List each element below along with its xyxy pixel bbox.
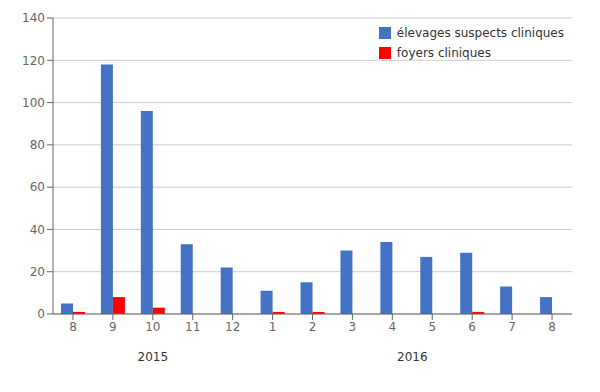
html-text:élevages suspects cliniques: élevages suspects cliniques bbox=[396, 26, 564, 40]
svg-text:120: 120 bbox=[22, 54, 45, 68]
svg-text:1: 1 bbox=[269, 320, 277, 334]
html-text:2015: 2015 bbox=[137, 350, 169, 364]
svg-text:60: 60 bbox=[30, 180, 45, 194]
html-text:foyers cliniques: foyers cliniques bbox=[396, 46, 491, 60]
svg-text:4: 4 bbox=[389, 320, 397, 334]
svg-text:7: 7 bbox=[508, 320, 516, 334]
svg-text:8: 8 bbox=[548, 320, 556, 334]
svg-text:0: 0 bbox=[37, 307, 45, 321]
html-text:2016: 2016 bbox=[397, 350, 428, 364]
svg-text:20: 20 bbox=[30, 265, 45, 279]
svg-text:11: 11 bbox=[185, 320, 200, 334]
svg-text:9: 9 bbox=[109, 320, 117, 334]
svg-text:3: 3 bbox=[349, 320, 357, 334]
svg-text:2: 2 bbox=[309, 320, 317, 334]
svg-text:10: 10 bbox=[145, 320, 160, 334]
svg-text:80: 80 bbox=[30, 138, 45, 152]
svg-text:140: 140 bbox=[22, 11, 45, 25]
svg-text:40: 40 bbox=[30, 223, 45, 237]
svg-text:12: 12 bbox=[225, 320, 240, 334]
svg-text:5: 5 bbox=[428, 320, 436, 334]
svg-text:100: 100 bbox=[22, 96, 45, 110]
svg-text:6: 6 bbox=[468, 320, 476, 334]
svg-text:8: 8 bbox=[69, 320, 77, 334]
